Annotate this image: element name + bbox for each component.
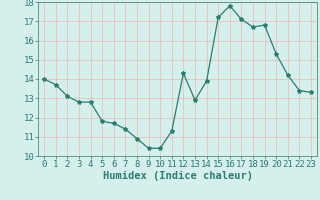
X-axis label: Humidex (Indice chaleur): Humidex (Indice chaleur)	[103, 171, 252, 181]
